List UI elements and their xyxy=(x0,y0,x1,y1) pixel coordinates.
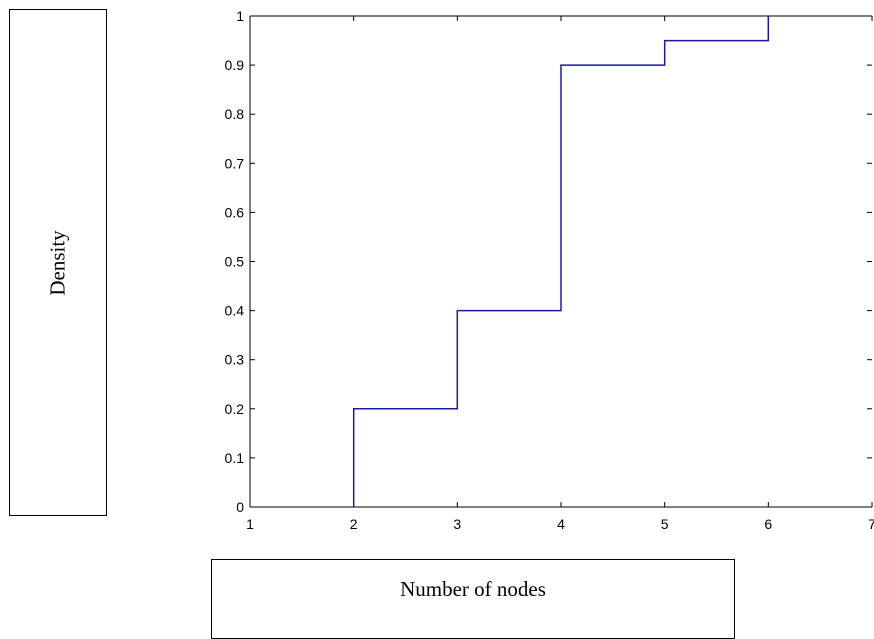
y-tick-label: 0.8 xyxy=(225,106,245,122)
y-tick-label: 0.9 xyxy=(225,57,245,73)
x-tick-label: 7 xyxy=(868,516,874,532)
series-line xyxy=(352,16,770,507)
y-tick-label: 1 xyxy=(236,8,244,24)
y-tick-label: 0.1 xyxy=(225,450,245,466)
ecdf-chart: 0 0.1 0.2 0.3 0.4 0.5 0.6 0.7 0.8 0.9 1 1 2 3 4 5 6 7 xyxy=(225,8,874,532)
x-tick-label: 2 xyxy=(350,516,358,532)
y-axis-label-box: Density xyxy=(9,9,107,516)
x-axis-label-box: Number of nodes xyxy=(211,559,735,639)
y-tick-label: 0 xyxy=(236,499,244,515)
x-tick-label: 4 xyxy=(557,516,565,532)
y-tick-label: 0.2 xyxy=(225,401,245,417)
axis-ticks: 0 0.1 0.2 0.3 0.4 0.5 0.6 0.7 0.8 0.9 1 1 2 3 4 5 6 7 xyxy=(225,8,874,532)
x-axis-label: Number of nodes xyxy=(400,577,546,601)
y-tick-label: 0.7 xyxy=(225,155,245,171)
x-tick-label: 5 xyxy=(661,516,669,532)
y-tick-label: 0.5 xyxy=(225,254,245,270)
y-tick-label: 0.3 xyxy=(225,352,245,368)
x-tick-label: 1 xyxy=(246,516,254,532)
x-tick-label: 3 xyxy=(453,516,461,532)
y-tick-label: 0.6 xyxy=(225,204,245,220)
x-tick-label: 6 xyxy=(764,516,772,532)
y-tick-label: 0.4 xyxy=(225,303,245,319)
series-layer xyxy=(352,16,770,507)
